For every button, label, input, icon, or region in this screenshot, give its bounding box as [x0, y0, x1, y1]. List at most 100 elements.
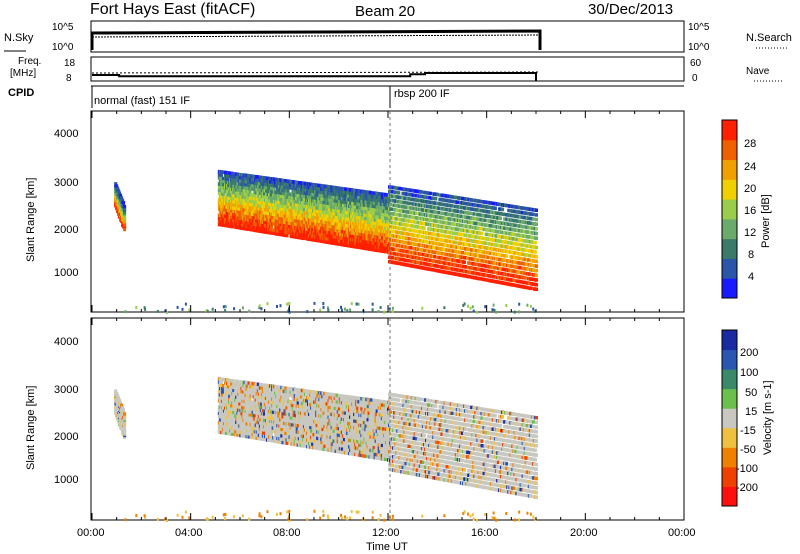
power-echo	[245, 183, 249, 187]
power-echo	[265, 214, 268, 218]
power-echo	[248, 183, 252, 188]
power-echo	[464, 265, 468, 269]
power-echo	[326, 204, 330, 209]
power-echo	[344, 213, 348, 218]
power-echo	[321, 223, 325, 227]
nsearch-label: N.Search	[746, 32, 792, 44]
power-echo	[260, 179, 264, 183]
power-echo	[244, 211, 248, 215]
power-echo	[241, 223, 245, 227]
power-echo	[248, 189, 252, 194]
power-echo	[225, 220, 228, 225]
power-echo	[337, 186, 341, 190]
power-echo	[261, 207, 265, 212]
power-echo	[535, 264, 538, 268]
power-echo	[292, 228, 296, 232]
power-echo	[121, 198, 125, 202]
power-echo	[330, 195, 334, 199]
power-echo	[287, 202, 291, 206]
power-echo	[261, 201, 265, 205]
power-echo	[252, 203, 256, 207]
power-echo	[288, 186, 292, 190]
power-echo	[312, 221, 316, 226]
power-echo	[220, 185, 224, 190]
power-echo	[313, 215, 317, 220]
power-echo	[284, 227, 288, 231]
freq-tick-top: 18	[64, 58, 76, 69]
power-echo	[535, 231, 538, 236]
power-echo	[341, 203, 345, 207]
power-echo	[262, 220, 266, 225]
power-echo	[535, 222, 538, 226]
power-echo	[221, 182, 225, 187]
power-echo	[263, 217, 267, 221]
nsearch-trace	[91, 34, 541, 38]
power-echo	[296, 222, 300, 227]
power-echo	[330, 215, 334, 219]
power-echo	[469, 211, 473, 216]
power-echo	[277, 206, 281, 211]
power-echo	[526, 258, 530, 262]
power-echo	[484, 305, 487, 309]
power-echo	[337, 199, 341, 204]
power-echo	[234, 197, 238, 201]
power-echo	[234, 206, 238, 211]
power-echo	[450, 204, 454, 208]
power-echo	[274, 222, 278, 226]
power-echo	[319, 216, 323, 220]
power-echo	[271, 231, 275, 235]
power-echo	[310, 208, 314, 213]
power-echo	[267, 205, 270, 209]
power-echo	[256, 191, 260, 195]
power-echo	[117, 189, 121, 193]
power-echo	[285, 233, 289, 238]
power-echo	[251, 218, 255, 223]
power-echo	[461, 251, 464, 255]
power-echo	[124, 310, 127, 314]
power-echo	[535, 273, 538, 278]
power-echo	[295, 180, 299, 185]
power-echo	[114, 182, 118, 186]
power-echo	[371, 302, 374, 306]
power-echo	[302, 197, 306, 202]
power-echo	[291, 186, 295, 191]
power-echo	[310, 224, 314, 229]
power-echo	[242, 220, 246, 224]
freq-label: Freq.	[18, 56, 41, 67]
power-echo	[421, 306, 424, 310]
power-echo	[122, 200, 126, 205]
power-echo	[239, 216, 243, 221]
power-echo	[240, 182, 244, 186]
power-echo	[228, 208, 232, 213]
power-echo	[535, 217, 538, 222]
power-echo	[306, 310, 309, 314]
power-echo	[280, 226, 284, 230]
cpid-panel: CPID normal (fast) 151 IF rbsp 200 IF	[8, 85, 684, 108]
power-echo	[524, 248, 528, 253]
power-echo	[322, 200, 326, 205]
power-echo	[230, 212, 234, 216]
power-echo	[257, 181, 261, 186]
power-echo	[272, 196, 276, 201]
power-echo	[326, 237, 330, 241]
power-echo	[232, 181, 236, 185]
power-echo	[271, 209, 275, 213]
power-echo	[331, 225, 335, 229]
power-echo	[242, 198, 246, 202]
power-echo	[327, 198, 331, 202]
power-echo	[263, 179, 267, 183]
power-echo	[270, 183, 274, 187]
power-echo	[493, 206, 497, 211]
power-echo	[286, 182, 290, 187]
power-echo	[232, 200, 236, 204]
power-echo	[296, 193, 300, 198]
power-echo	[226, 214, 229, 219]
power-echo	[292, 183, 296, 187]
power-echo	[529, 263, 533, 267]
power-echo	[281, 178, 285, 183]
power-echo	[219, 173, 223, 177]
power-echo	[505, 304, 508, 307]
power-echo	[471, 305, 474, 309]
power-echo	[464, 219, 468, 224]
